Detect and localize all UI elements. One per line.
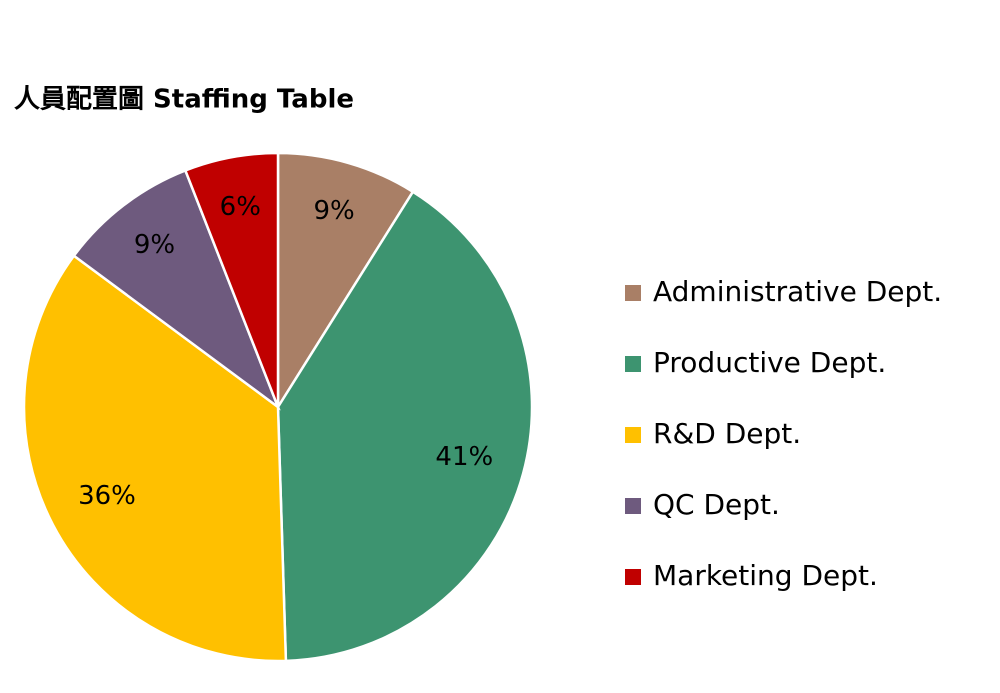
- legend-label: R&D Dept.: [653, 417, 801, 450]
- pie-slice: [276, 190, 534, 663]
- pie-slice: [183, 151, 280, 408]
- legend-swatch: [625, 285, 641, 301]
- legend-label: Productive Dept.: [653, 346, 886, 379]
- value-label: 9%: [134, 230, 175, 260]
- chart-title: 人員配置圖 Staffing Table: [14, 85, 354, 115]
- pie-slice: [22, 254, 288, 663]
- legend-label: Marketing Dept.: [653, 559, 878, 592]
- pie-slice: [276, 151, 415, 412]
- value-label: 6%: [220, 192, 261, 222]
- pie-slice: [72, 168, 281, 411]
- legend-swatch: [625, 498, 641, 514]
- legend-label: QC Dept.: [653, 488, 780, 521]
- value-label: 41%: [435, 442, 493, 472]
- legend-swatch: [625, 427, 641, 443]
- legend-label: Administrative Dept.: [653, 275, 942, 308]
- value-label: 36%: [78, 481, 136, 511]
- legend-swatch: [625, 356, 641, 372]
- legend-swatch: [625, 569, 641, 585]
- value-label: 9%: [314, 196, 355, 226]
